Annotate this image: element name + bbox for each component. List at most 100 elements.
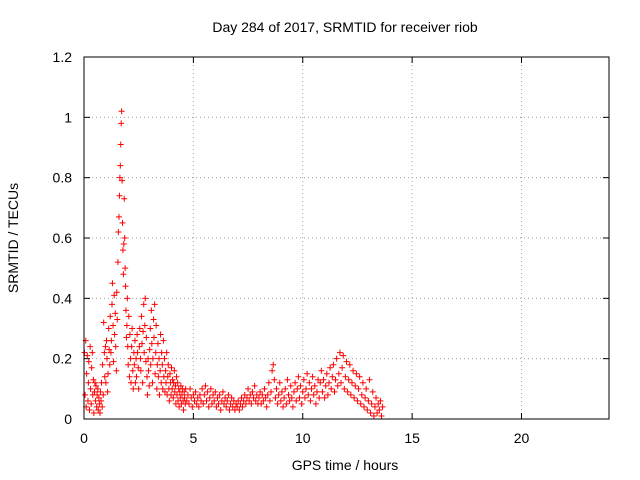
data-point xyxy=(91,388,98,395)
data-point xyxy=(376,406,383,413)
data-point xyxy=(136,325,143,332)
data-point xyxy=(371,403,378,410)
data-point xyxy=(120,271,127,278)
data-point xyxy=(335,370,342,377)
data-point xyxy=(93,403,100,410)
data-point xyxy=(114,259,121,266)
x-tick-label: 5 xyxy=(189,430,197,446)
data-point xyxy=(245,385,252,392)
data-point xyxy=(134,331,141,338)
data-point xyxy=(298,400,305,407)
data-point xyxy=(126,331,133,338)
data-point xyxy=(82,391,89,398)
data-point xyxy=(145,367,152,374)
data-point xyxy=(180,406,187,413)
data-point xyxy=(173,391,180,398)
data-point xyxy=(287,382,294,389)
data-point xyxy=(310,391,317,398)
data-point xyxy=(117,141,124,148)
data-point xyxy=(183,397,190,404)
data-point xyxy=(379,403,386,410)
data-point xyxy=(345,376,352,383)
data-point xyxy=(235,397,242,404)
data-point xyxy=(224,397,231,404)
data-point xyxy=(252,397,259,404)
data-point xyxy=(140,301,147,308)
data-point xyxy=(320,376,327,383)
data-point xyxy=(132,379,139,386)
data-point xyxy=(154,340,161,347)
data-point xyxy=(251,382,258,389)
data-point xyxy=(352,382,359,389)
x-tick-label: 20 xyxy=(514,430,530,446)
data-point xyxy=(275,391,282,398)
data-point xyxy=(97,388,104,395)
data-point xyxy=(181,394,188,401)
data-point xyxy=(122,265,129,272)
data-point xyxy=(95,406,102,413)
data-point xyxy=(194,394,201,401)
data-point xyxy=(212,388,219,395)
data-point xyxy=(205,403,212,410)
data-points xyxy=(81,108,386,419)
data-point xyxy=(166,397,173,404)
data-point xyxy=(256,394,262,401)
data-point xyxy=(104,388,111,395)
data-point xyxy=(361,403,367,410)
data-point xyxy=(141,349,148,356)
data-point xyxy=(218,397,225,404)
data-point xyxy=(243,394,250,401)
data-point xyxy=(365,397,372,404)
data-point xyxy=(308,385,315,392)
data-point xyxy=(100,319,107,326)
data-point xyxy=(176,403,183,410)
data-point xyxy=(175,397,182,404)
data-point xyxy=(107,349,114,356)
data-point xyxy=(364,406,371,413)
data-point xyxy=(146,346,153,353)
data-point xyxy=(118,108,125,115)
data-point xyxy=(266,397,273,404)
data-point xyxy=(316,394,323,401)
data-point xyxy=(291,388,297,395)
data-point xyxy=(359,379,366,386)
data-point xyxy=(130,385,137,392)
data-point xyxy=(184,391,191,398)
data-point xyxy=(151,301,158,308)
data-point xyxy=(112,343,119,350)
data-point xyxy=(334,382,341,389)
data-point xyxy=(338,379,345,386)
data-point xyxy=(344,388,351,395)
data-point xyxy=(263,403,270,410)
data-point xyxy=(149,355,156,362)
data-point xyxy=(301,394,308,401)
data-point xyxy=(174,379,181,386)
data-point xyxy=(375,400,382,407)
data-point xyxy=(138,340,145,347)
data-point xyxy=(189,403,196,410)
data-point xyxy=(162,367,169,374)
data-point xyxy=(331,388,338,395)
data-point xyxy=(113,289,120,296)
data-point xyxy=(124,295,131,302)
data-point xyxy=(155,373,162,380)
data-point xyxy=(324,391,331,398)
data-point xyxy=(116,192,123,199)
data-point xyxy=(210,391,217,398)
data-point xyxy=(277,397,284,404)
data-point xyxy=(119,247,126,254)
data-point xyxy=(161,388,168,395)
data-point xyxy=(117,162,124,169)
data-point xyxy=(152,370,159,377)
data-point xyxy=(159,361,166,368)
data-point xyxy=(90,409,97,416)
plot-frame xyxy=(83,56,610,420)
data-point xyxy=(109,280,116,287)
data-point xyxy=(227,400,234,407)
data-point xyxy=(94,385,101,392)
data-point xyxy=(170,394,177,401)
data-point xyxy=(94,391,101,398)
data-point xyxy=(289,403,296,410)
data-point xyxy=(368,400,375,407)
